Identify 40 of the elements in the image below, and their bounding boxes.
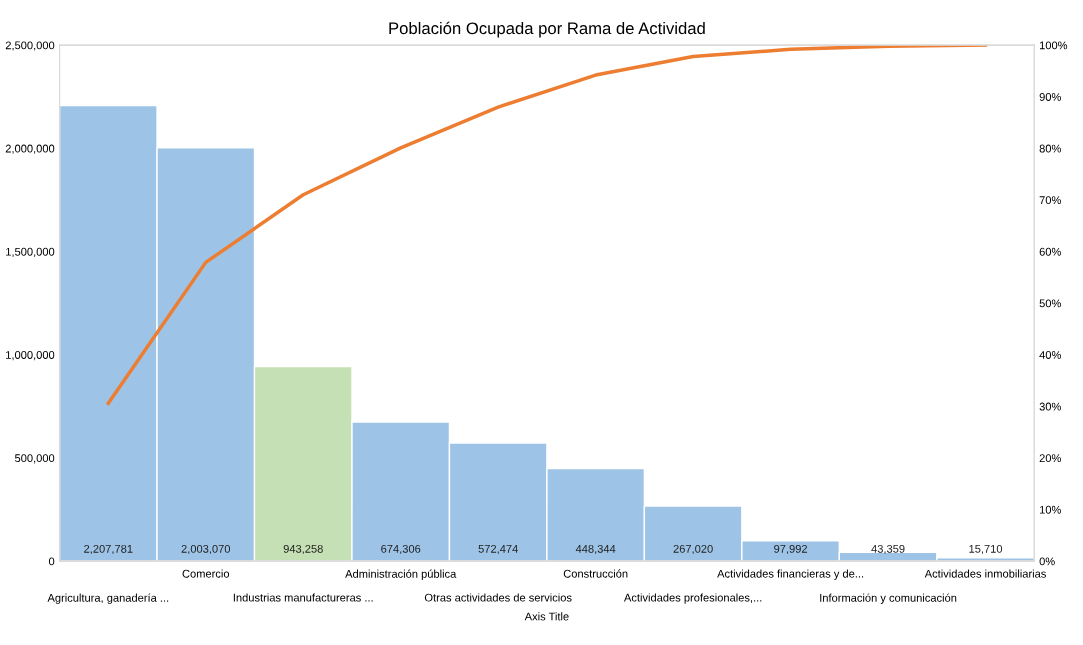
y2-tick-label: 90%: [1039, 93, 1061, 101]
x-tick-label: Actividades inmobiliarias: [924, 569, 1046, 578]
data-label: 15,710: [969, 544, 1003, 555]
y2-tick-label: 10%: [1039, 505, 1061, 514]
x-tick-label: Agricultura, ganadería ...: [47, 593, 169, 604]
x-axis-title: Axis Title: [524, 612, 569, 621]
y-tick-label: 2,000,000: [5, 144, 55, 154]
x-tick-label: Construcción: [563, 569, 628, 578]
x-tick-label: Administración pública: [345, 569, 457, 580]
y2-tick-label: 60%: [1039, 247, 1061, 256]
y2-tick-label: 80%: [1039, 144, 1061, 153]
y2-tick-label: 40%: [1039, 351, 1061, 359]
data-label: 43,359: [871, 544, 905, 555]
y2-tick-label: 100%: [1039, 41, 1068, 50]
chart-title: Población Ocupada por Rama de Actividad: [389, 21, 705, 38]
x-tick-label: Otras actividades de servicios: [424, 593, 572, 602]
data-label: 448,344: [575, 544, 616, 555]
y-tick-label: 500,000: [14, 454, 55, 464]
x-tick-label: Industrias manufactureras ...: [233, 593, 373, 602]
y-tick-label: 1,000,000: [6, 351, 55, 361]
data-label: 2,003,070: [181, 544, 231, 555]
data-label: 572,474: [478, 544, 518, 555]
y-tick-label: 1,500,000: [6, 247, 55, 257]
y2-tick-label: 30%: [1039, 402, 1061, 411]
y2-tick-label: 50%: [1039, 299, 1061, 308]
x-tick-label: Comercio: [182, 569, 230, 578]
data-label: 97,992: [774, 544, 808, 555]
x-tick-label: Actividades financieras y de...: [717, 569, 864, 580]
data-label: 2,207,781: [84, 544, 133, 555]
x-tick-label: Actividades profesionales,...: [623, 593, 762, 604]
y2-tick-label: 0%: [1039, 557, 1055, 566]
y2-tick-label: 70%: [1039, 196, 1061, 205]
data-label: 267,020: [673, 544, 713, 555]
y-tick-label: 0: [48, 557, 55, 566]
data-label: 674,306: [381, 544, 421, 555]
x-tick-label: Información y comunicación: [820, 593, 957, 604]
data-label: 943,258: [283, 544, 323, 555]
y-tick-label: 2,500,000: [5, 41, 55, 51]
y2-tick-label: 20%: [1039, 454, 1061, 463]
line-series: [106, 45, 988, 405]
